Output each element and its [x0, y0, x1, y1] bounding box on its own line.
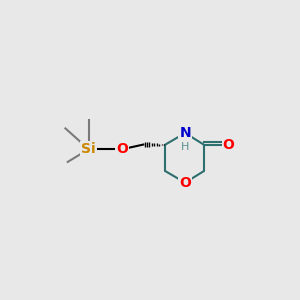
Text: Si: Si — [81, 142, 96, 156]
Text: O: O — [223, 138, 235, 152]
Text: H: H — [181, 142, 189, 152]
Text: O: O — [179, 176, 191, 190]
Text: N: N — [179, 126, 191, 140]
Text: O: O — [116, 142, 128, 156]
